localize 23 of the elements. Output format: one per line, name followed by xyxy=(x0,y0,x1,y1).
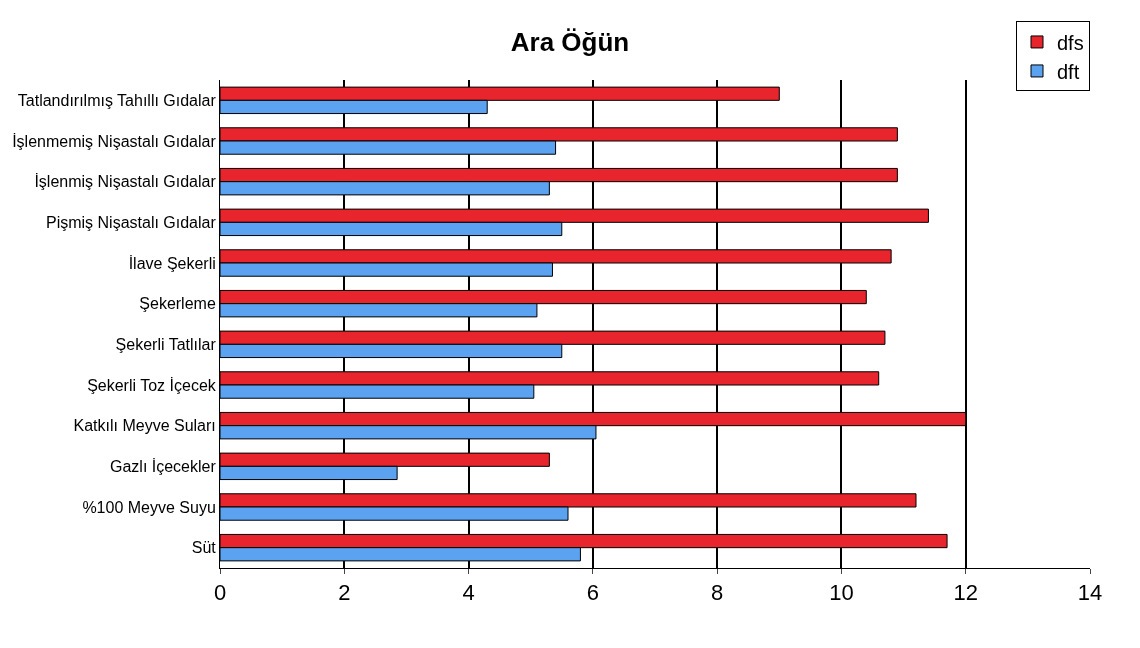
legend-label: dft xyxy=(1057,60,1080,83)
y-tick-label: Katkılı Meyve Suları xyxy=(73,417,216,435)
y-tick-label: İşlenmemiş Nişastalı Gıdalar xyxy=(12,131,217,150)
y-tick-label: Süt xyxy=(191,539,217,557)
x-tick-label: 0 xyxy=(213,580,227,606)
x-tick-label: 12 xyxy=(953,580,978,606)
y-tick-label: Pişmiş Nişastalı Gıdalar xyxy=(45,213,217,231)
y-tick-label: Tatlandırılmış Tahıllı Gıdalar xyxy=(17,91,217,109)
y-tick-label: %100 Meyve Suyu xyxy=(82,498,216,516)
chart-title: Ara Öğün xyxy=(510,26,630,57)
x-tick-label: 8 xyxy=(711,580,724,606)
y-tick-label: Gazlı İçecekler xyxy=(109,456,217,475)
y-tick-label: Şekerleme xyxy=(139,295,216,313)
x-tick-label: 14 xyxy=(1077,580,1103,606)
x-tick-label: 10 xyxy=(829,580,854,606)
y-tick-label: Şekerli Toz İçecek xyxy=(87,375,217,394)
x-tick-label: 2 xyxy=(338,580,351,606)
y-tick-label: Şekerli Tatlılar xyxy=(115,335,217,353)
y-tick-label: İlave Şekerli xyxy=(128,253,216,272)
x-tick-label: 6 xyxy=(586,580,599,606)
x-tick-label: 4 xyxy=(462,580,475,606)
legend-label: dfs xyxy=(1057,31,1084,54)
y-tick-label: İşlenmiş Nişastalı Gıdalar xyxy=(34,172,217,191)
